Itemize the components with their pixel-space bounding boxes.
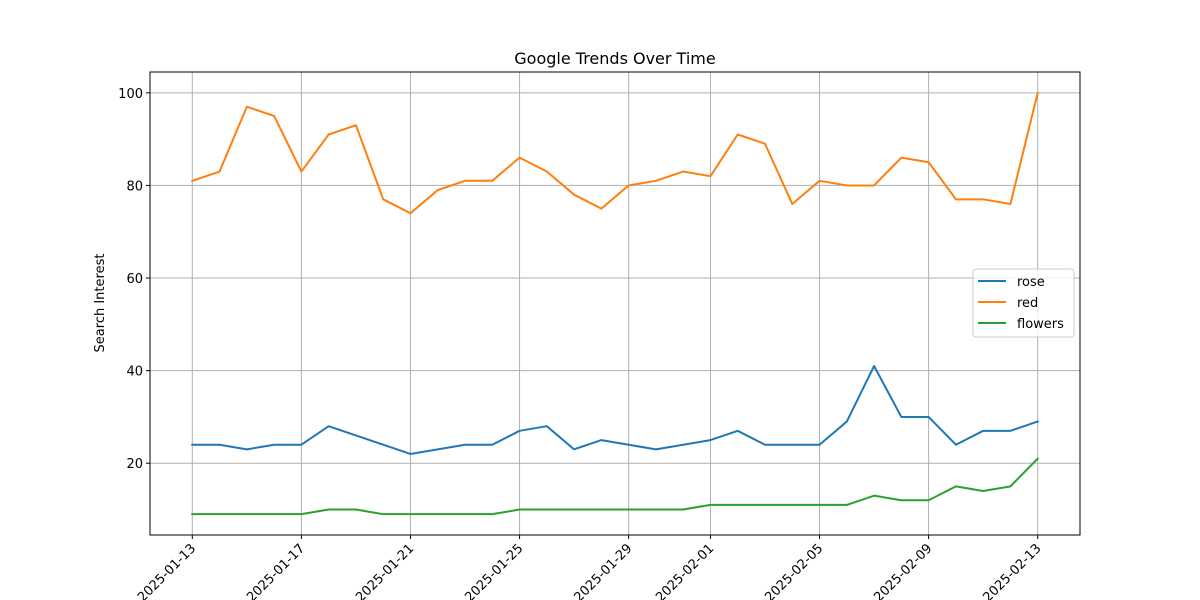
y-axis: 20 40 60 80 100 [118, 87, 150, 472]
x-tick-label: 2025-02-13 [980, 541, 1044, 600]
x-tick-label: 2025-02-09 [871, 541, 935, 600]
x-tick-label: 2025-01-17 [244, 541, 308, 600]
x-tick-label: 2025-02-05 [762, 541, 826, 600]
y-tick-label: 40 [126, 365, 143, 380]
x-tick-label: 2025-01-13 [135, 541, 199, 600]
legend-label-rose: rose [1017, 275, 1045, 290]
y-axis-label: Search Interest [93, 254, 108, 353]
grid [150, 72, 1080, 535]
legend: rose red flowers [973, 269, 1074, 337]
x-tick-label: 2025-01-25 [462, 541, 526, 600]
y-tick-label: 60 [126, 272, 143, 287]
chart-title: Google Trends Over Time [514, 49, 715, 68]
series-line-red [192, 93, 1037, 213]
y-tick-label: 20 [126, 457, 143, 472]
y-tick-label: 80 [126, 179, 143, 194]
x-tick-label: 2025-02-01 [653, 541, 717, 600]
series-lines [192, 93, 1037, 514]
y-tick-label: 100 [118, 87, 143, 102]
x-tick-label: 2025-01-21 [353, 541, 417, 600]
plot-frame [150, 72, 1080, 535]
series-line-rose [192, 366, 1037, 454]
x-axis: 2025-01-13 2025-01-17 2025-01-21 2025-01-25… [135, 535, 1044, 600]
x-tick-label: 2025-01-29 [571, 541, 635, 600]
legend-label-red: red [1017, 296, 1038, 311]
legend-label-flowers: flowers [1017, 317, 1064, 332]
series-line-flowers [192, 459, 1037, 515]
